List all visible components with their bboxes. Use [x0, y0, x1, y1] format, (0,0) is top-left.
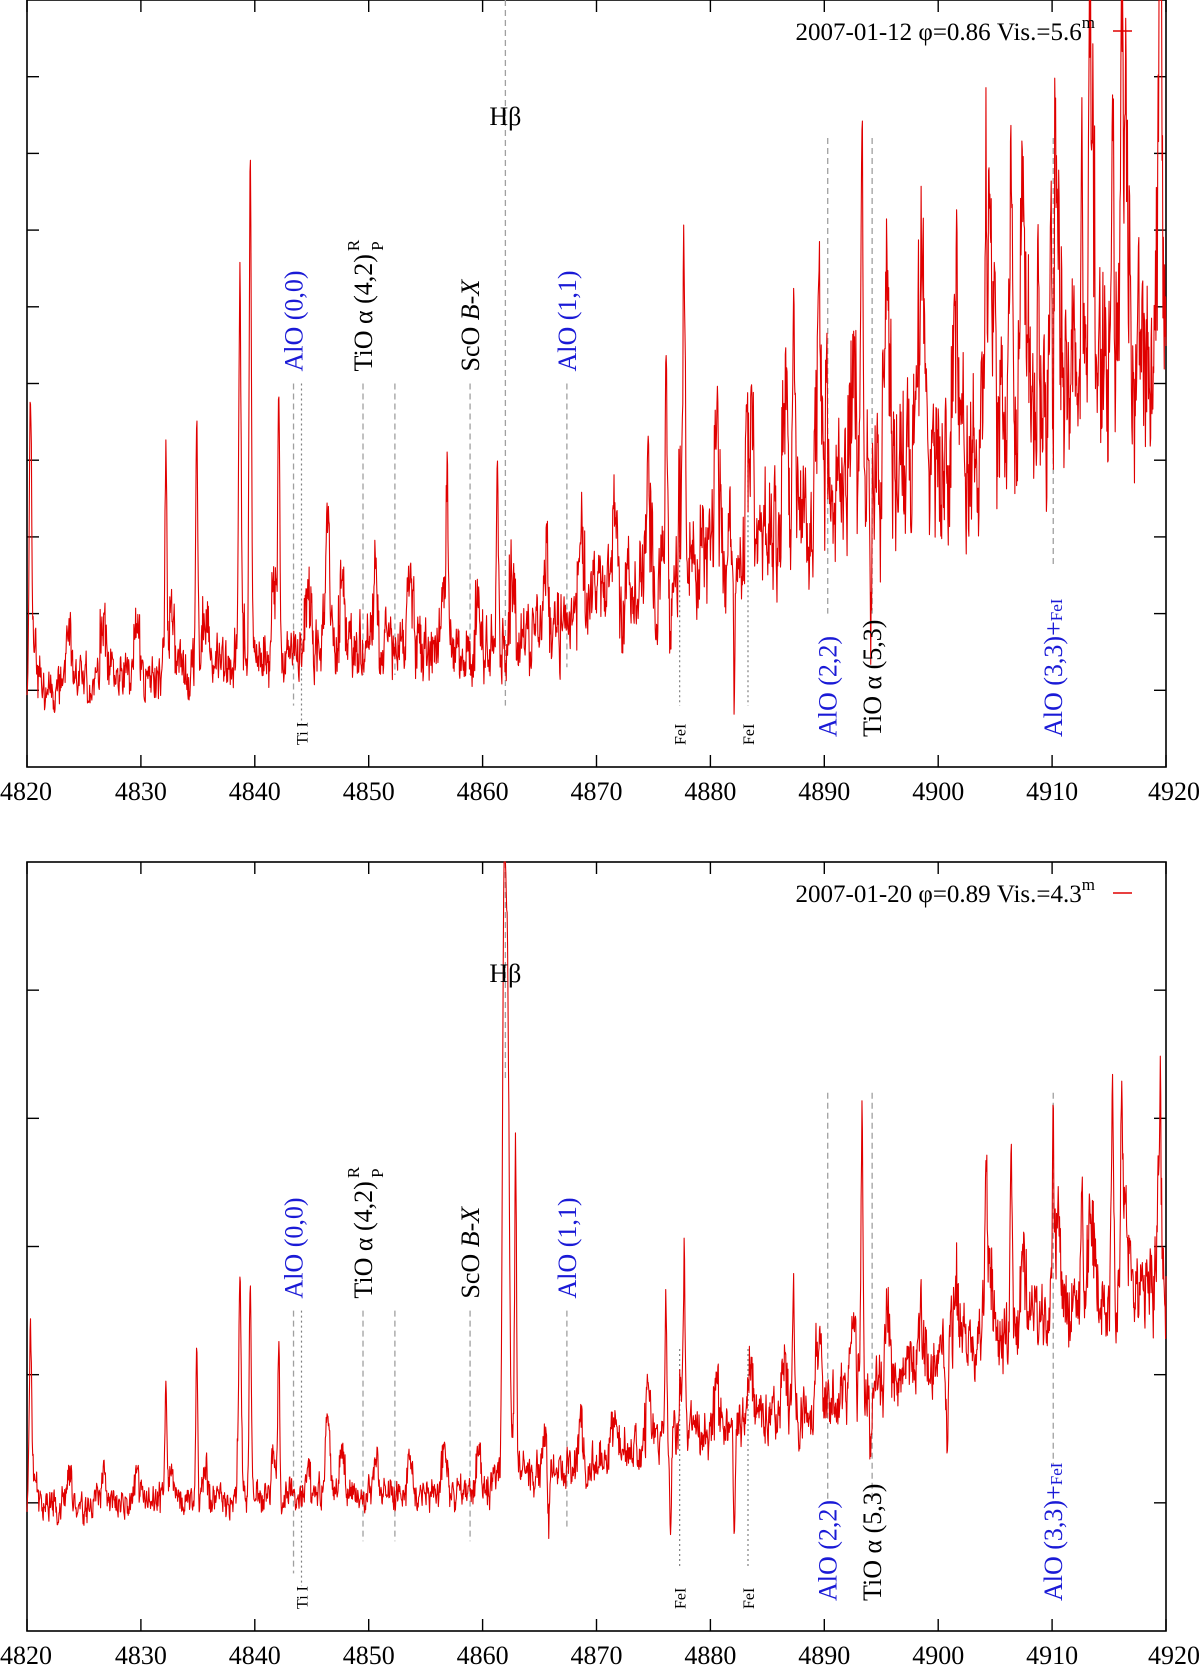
x-tick-label: 4920 [1148, 1641, 1200, 1670]
label-band: TiO α (4,2) R P [344, 239, 387, 371]
label-band-italic: X [456, 279, 485, 297]
x-tick-label: 4860 [457, 777, 509, 806]
x-tick-label: 4910 [1026, 1641, 1078, 1670]
x-tick-label: 4820 [0, 1641, 52, 1670]
x-tick-label: 4860 [457, 1641, 509, 1670]
x-tick-label: 4830 [115, 777, 167, 806]
label-hbeta: Hβ [489, 959, 521, 988]
x-tick-label: 4890 [798, 777, 850, 806]
label-band-main: ScO [456, 1247, 485, 1298]
x-tick-label: 4840 [229, 777, 281, 806]
label-band: ScO B-X [456, 279, 485, 372]
label-band: AlO (0,0) [280, 1197, 309, 1298]
label-band-small: FeI [1047, 598, 1066, 621]
label-atomic-line: FeI [673, 1588, 690, 1609]
label-band: TiO α (5,3) [858, 1484, 887, 1601]
spectrum-line [26, 861, 1167, 1540]
label-band-main: AlO (3,3)+ [1039, 621, 1068, 737]
x-tick-label: 4870 [571, 777, 623, 806]
label-band: AlO (1,1) [553, 270, 582, 371]
x-tick-label: 4830 [115, 1641, 167, 1670]
x-tick-label: 4910 [1026, 777, 1078, 806]
label-band: AlO (3,3)+FeI [1039, 1462, 1068, 1601]
legend-text: 2007-01-20 φ=0.89 Vis.=4.3 [796, 881, 1082, 908]
label-band-main: AlO (3,3)+ [1039, 1485, 1068, 1601]
label-atomic-line: Ti I [294, 1586, 311, 1609]
legend-label: 2007-01-12 φ=0.86 Vis.=5.6m [796, 13, 1096, 46]
label-band-italic: B [456, 1231, 485, 1247]
x-tick-label: 4900 [912, 1641, 964, 1670]
legend-label: 2007-01-20 φ=0.89 Vis.=4.3m [796, 875, 1096, 908]
label-hbeta: Hβ [489, 102, 521, 131]
spectrum-line [26, 0, 1167, 715]
label-band: TiO α (5,3) [858, 620, 887, 737]
x-tick-label: 4870 [571, 1641, 623, 1670]
label-band: ScO B-X [456, 1206, 485, 1299]
panel-top: 4820 4830 4840 4850 4860 4870 4880 4890 4900 4910… [0, 0, 1200, 806]
x-tick-label: 4880 [684, 1641, 736, 1670]
legend-superscript: m [1082, 13, 1095, 32]
x-tick-label: 4840 [229, 1641, 281, 1670]
label-branch-r: R [344, 239, 363, 251]
label-band-main: ScO [456, 320, 485, 371]
label-branch-r: R [344, 1166, 363, 1178]
label-band: AlO (3,3)+FeI [1039, 598, 1068, 737]
label-band: AlO (1,1) [553, 1197, 582, 1298]
x-tick-label: 4900 [912, 777, 964, 806]
label-branch-p: P [368, 241, 387, 250]
plot-frame [26, 0, 1167, 768]
x-tick-label: 4920 [1148, 777, 1200, 806]
label-band: TiO α (4,2) R P [344, 1166, 387, 1298]
label-band-main: TiO α (4,2) [349, 254, 378, 371]
panel-bottom: 4820 4830 4840 4850 4860 4870 4880 4890 4900 4910… [0, 861, 1200, 1670]
x-tick-label: 4890 [798, 1641, 850, 1670]
x-tick-label: 4850 [343, 777, 395, 806]
x-tick-label: 4850 [343, 1641, 395, 1670]
legend-text: 2007-01-12 φ=0.86 Vis.=5.6 [796, 19, 1082, 46]
x-tick-label: 4880 [684, 777, 736, 806]
label-band-italic: X [456, 1206, 485, 1224]
plot-frame [26, 861, 1167, 1632]
label-band-italic: B [456, 304, 485, 320]
label-atomic-line: FeI [741, 724, 758, 745]
label-band-small: FeI [1047, 1462, 1066, 1485]
label-band-dash: - [456, 296, 485, 305]
label-atomic-line: FeI [673, 724, 690, 745]
label-band: AlO (2,2) [814, 1500, 843, 1601]
label-branch-p: P [368, 1168, 387, 1177]
label-atomic-line: FeI [741, 1588, 758, 1609]
legend-superscript: m [1082, 875, 1095, 894]
label-band: AlO (0,0) [280, 270, 309, 371]
label-band-dash: - [456, 1223, 485, 1232]
x-tick-label: 4820 [0, 777, 52, 806]
label-band: AlO (2,2) [814, 636, 843, 737]
label-atomic-line: Ti I [294, 722, 311, 745]
label-band-main: TiO α (4,2) [349, 1181, 378, 1298]
